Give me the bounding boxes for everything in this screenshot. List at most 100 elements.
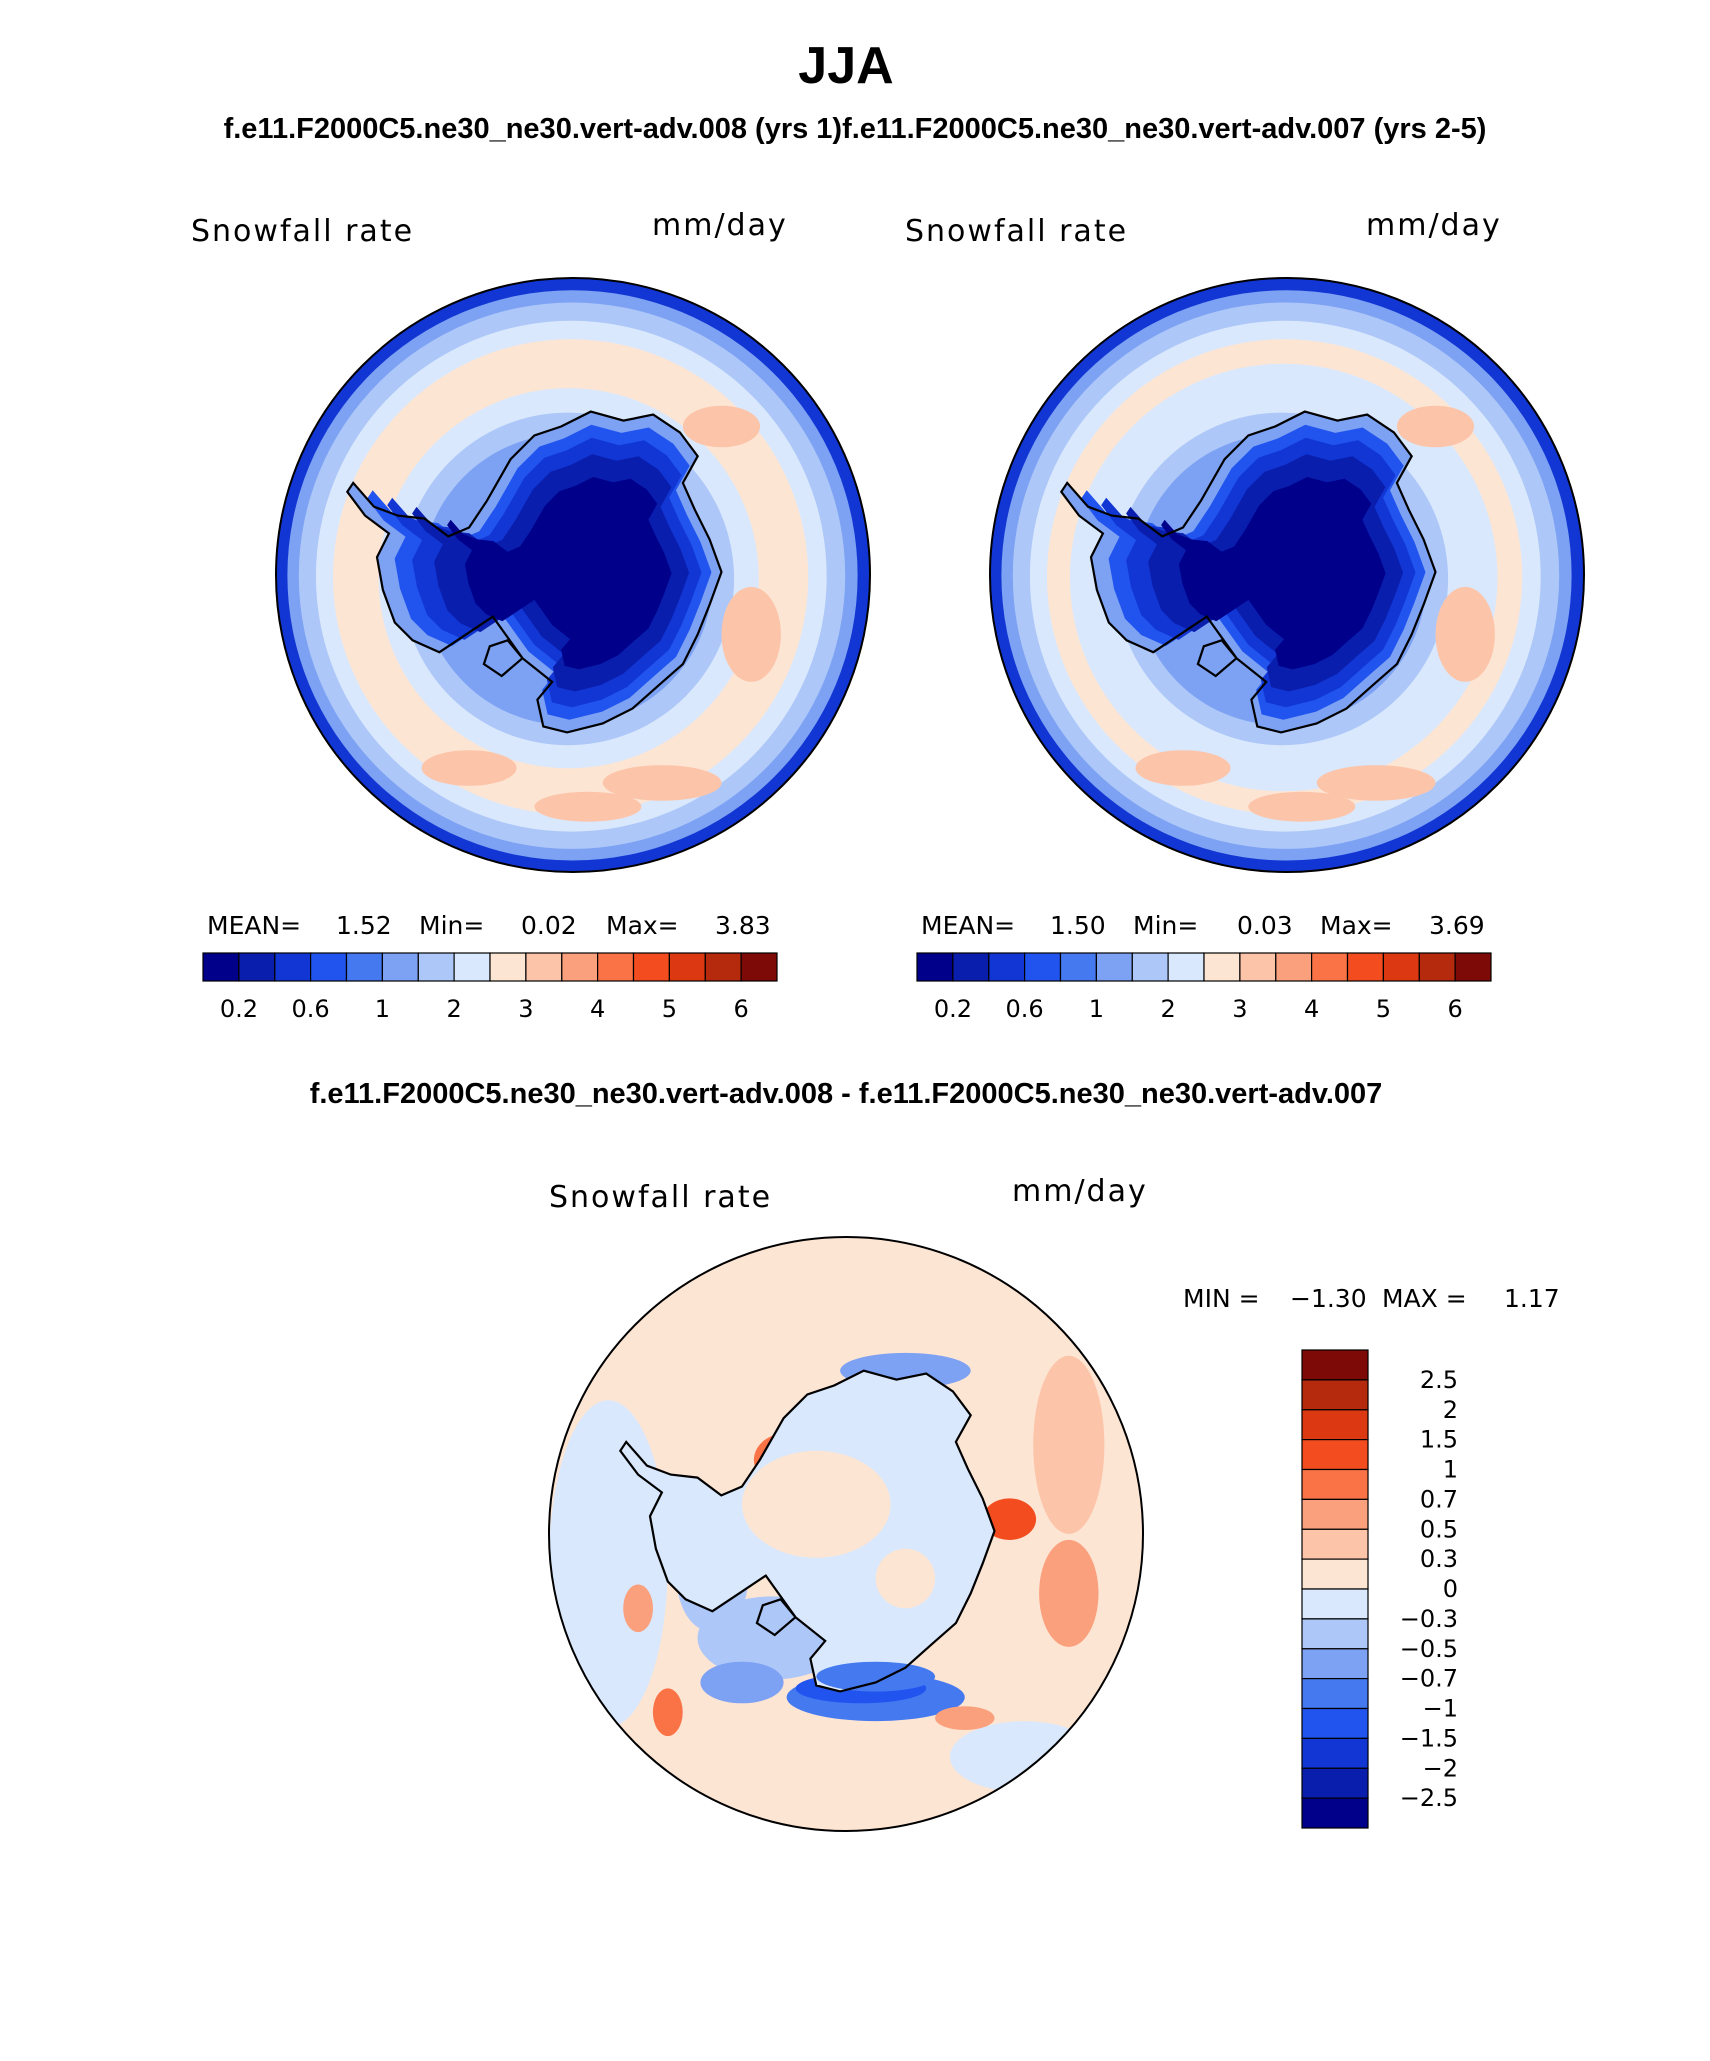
colorbar-tick-label-2: 1 (1089, 995, 1104, 1023)
colorbar-tick-label-12: −1.5 (1400, 1724, 1458, 1752)
panel-case1-stats: MEAN= 1.52 Min= 0.02 Max= 3.83 (207, 911, 771, 940)
diff-anomaly-14 (623, 1584, 653, 1633)
colorbar-swatch-12 (632, 952, 671, 982)
colorbar-tick-label-6: 5 (662, 995, 677, 1023)
colorbar-swatch-4 (345, 952, 384, 982)
colorbar-swatch-5 (1301, 1498, 1369, 1530)
colorbar-tick-label-14: −2.5 (1400, 1784, 1458, 1812)
diff-anomaly-11 (1039, 1539, 1099, 1647)
diff-continent-anomaly-0 (742, 1450, 891, 1558)
snowfall-patch-3 (421, 750, 517, 786)
snowfall-patch-1 (1435, 586, 1495, 682)
colorbar-tick-label-0: 2.5 (1420, 1366, 1458, 1394)
panel-case2-min-value: 0.03 (1237, 911, 1293, 940)
panel-case1-variable-label: Snowfall rate (191, 214, 414, 249)
panel-case2-mean-label: MEAN= (921, 911, 1015, 940)
colorbar-swatch-5 (1095, 952, 1133, 982)
colorbar-tick-label-4: 0.7 (1420, 1485, 1458, 1513)
colorbar-swatch-15 (1454, 952, 1492, 982)
panel-difference-min-value: −1.30 (1290, 1284, 1367, 1313)
colorbar-swatch-8 (489, 952, 527, 982)
colorbar-swatch-3 (1301, 1438, 1369, 1471)
colorbar-swatch-13 (1301, 1737, 1369, 1769)
diff-anomaly-0 (549, 1400, 668, 1728)
colorbar-swatch-0 (1301, 1349, 1369, 1381)
colorbar-swatch-14 (1301, 1767, 1369, 1799)
colorbar-swatch-6 (1301, 1528, 1369, 1560)
colorbar-swatch-2 (988, 952, 1026, 982)
panel-case1-max-value: 3.83 (715, 911, 771, 940)
colorbar-swatch-15 (740, 952, 778, 982)
colorbar-swatch-12 (1346, 952, 1385, 982)
snowfall-patch-1 (721, 586, 781, 682)
panel-case1-min-label: Min= (419, 911, 484, 940)
panel-case1-min-value: 0.02 (521, 911, 577, 940)
panel-difference-map (549, 1237, 1143, 1831)
panel-case2-min-label: Min= (1133, 911, 1198, 940)
panel-case2-mean-value: 1.50 (1050, 911, 1106, 940)
colorbar-swatch-10 (561, 952, 599, 982)
colorbar-tick-label-0: 0.2 (934, 995, 972, 1023)
panel-case2-contour-field (990, 278, 1584, 872)
colorbar-swatch-1 (1301, 1379, 1369, 1411)
colorbar-swatch-12 (1301, 1707, 1369, 1739)
snowfall-patch-2 (602, 765, 722, 801)
panel-case2-coastline (1059, 410, 1437, 734)
colorbar-tick-label-5: 4 (590, 995, 605, 1023)
colorbar-tick-label-3: 1 (1443, 1456, 1458, 1484)
colorbar-swatch-4 (1301, 1468, 1369, 1500)
snowfall-patch-0 (682, 405, 761, 448)
colorbar-tick-label-1: 0.6 (292, 995, 330, 1023)
snowfall-patch-4 (1248, 791, 1356, 822)
colorbar-swatch-10 (1275, 952, 1313, 982)
panel-difference-contour-field (549, 1237, 1143, 1831)
colorbar-swatch-11 (1310, 952, 1349, 982)
colorbar-swatch-2 (1301, 1409, 1369, 1441)
panel-case2-colorbar: 0.2 0.6 1 2 3 4 5 6 (916, 952, 1492, 1023)
panel-case2-units-label: mm/day (1366, 208, 1502, 243)
snowfall-patch-0 (1396, 405, 1475, 448)
colorbar-tick-label-2: 1.5 (1420, 1426, 1458, 1454)
panel-difference-variable-label: Snowfall rate (549, 1180, 772, 1215)
panel-difference-max-label: MAX = (1382, 1284, 1467, 1313)
panel-case1-contour-field (276, 278, 870, 872)
panel-difference-max-value: 1.17 (1504, 1284, 1560, 1313)
colorbar-swatch-9 (1239, 952, 1277, 982)
colorbar-tick-label-8: −0.3 (1400, 1605, 1458, 1633)
colorbar-swatch-7 (1167, 952, 1205, 982)
colorbar-tick-label-7: 6 (1447, 995, 1462, 1023)
panel-case2-stats: MEAN= 1.50 Min= 0.03 Max= 3.69 (921, 911, 1485, 940)
colorbar-swatch-6 (417, 952, 455, 982)
colorbar-swatch-9 (525, 952, 563, 982)
colorbar-tick-label-6: 0.3 (1420, 1545, 1458, 1573)
colorbar-tick-label-2: 1 (375, 995, 390, 1023)
snowfall-patch-4 (534, 791, 642, 822)
panel-case2-variable-label: Snowfall rate (905, 214, 1128, 249)
panel-case1-max-label: Max= (606, 911, 679, 940)
diff-anomaly-6 (949, 1721, 1099, 1793)
diff-anomaly-9 (982, 1498, 1037, 1540)
colorbar-swatch-8 (1301, 1588, 1369, 1620)
colorbar-swatch-6 (1131, 952, 1169, 982)
colorbar-swatch-13 (668, 952, 706, 982)
colorbar-swatch-11 (596, 952, 635, 982)
snowfall-patch-2 (1316, 765, 1436, 801)
panel-case1-map-boundary (275, 277, 871, 873)
panel-difference: Snowfall rate mm/day MIN = −1.30 MAX = 1… (548, 1174, 1560, 1832)
panel-case1-units-label: mm/day (652, 208, 788, 243)
panel-case1-colorbar: 0.2 0.6 1 2 3 4 5 6 (202, 952, 778, 1023)
colorbar-swatch-3 (1023, 952, 1062, 982)
colorbar-tick-label-6: 5 (1376, 995, 1391, 1023)
colorbar-swatch-13 (1382, 952, 1420, 982)
figure-subtitle: f.e11.F2000C5.ne30_ne30.vert-adv.008 (yr… (224, 113, 1487, 145)
panel-difference-units-label: mm/day (1012, 1174, 1148, 1209)
colorbar-swatch-9 (1301, 1618, 1369, 1650)
diff-anomaly-5 (700, 1661, 784, 1704)
colorbar-tick-label-10: −0.7 (1400, 1665, 1458, 1693)
colorbar-swatch-14 (704, 952, 742, 982)
snowfall-continent-layer-4 (1161, 477, 1386, 670)
colorbar-tick-label-4: 3 (518, 995, 533, 1023)
panel-case1-coastline (345, 410, 723, 734)
panel-case1-map (276, 278, 870, 872)
colorbar-swatch-14 (1418, 952, 1456, 982)
